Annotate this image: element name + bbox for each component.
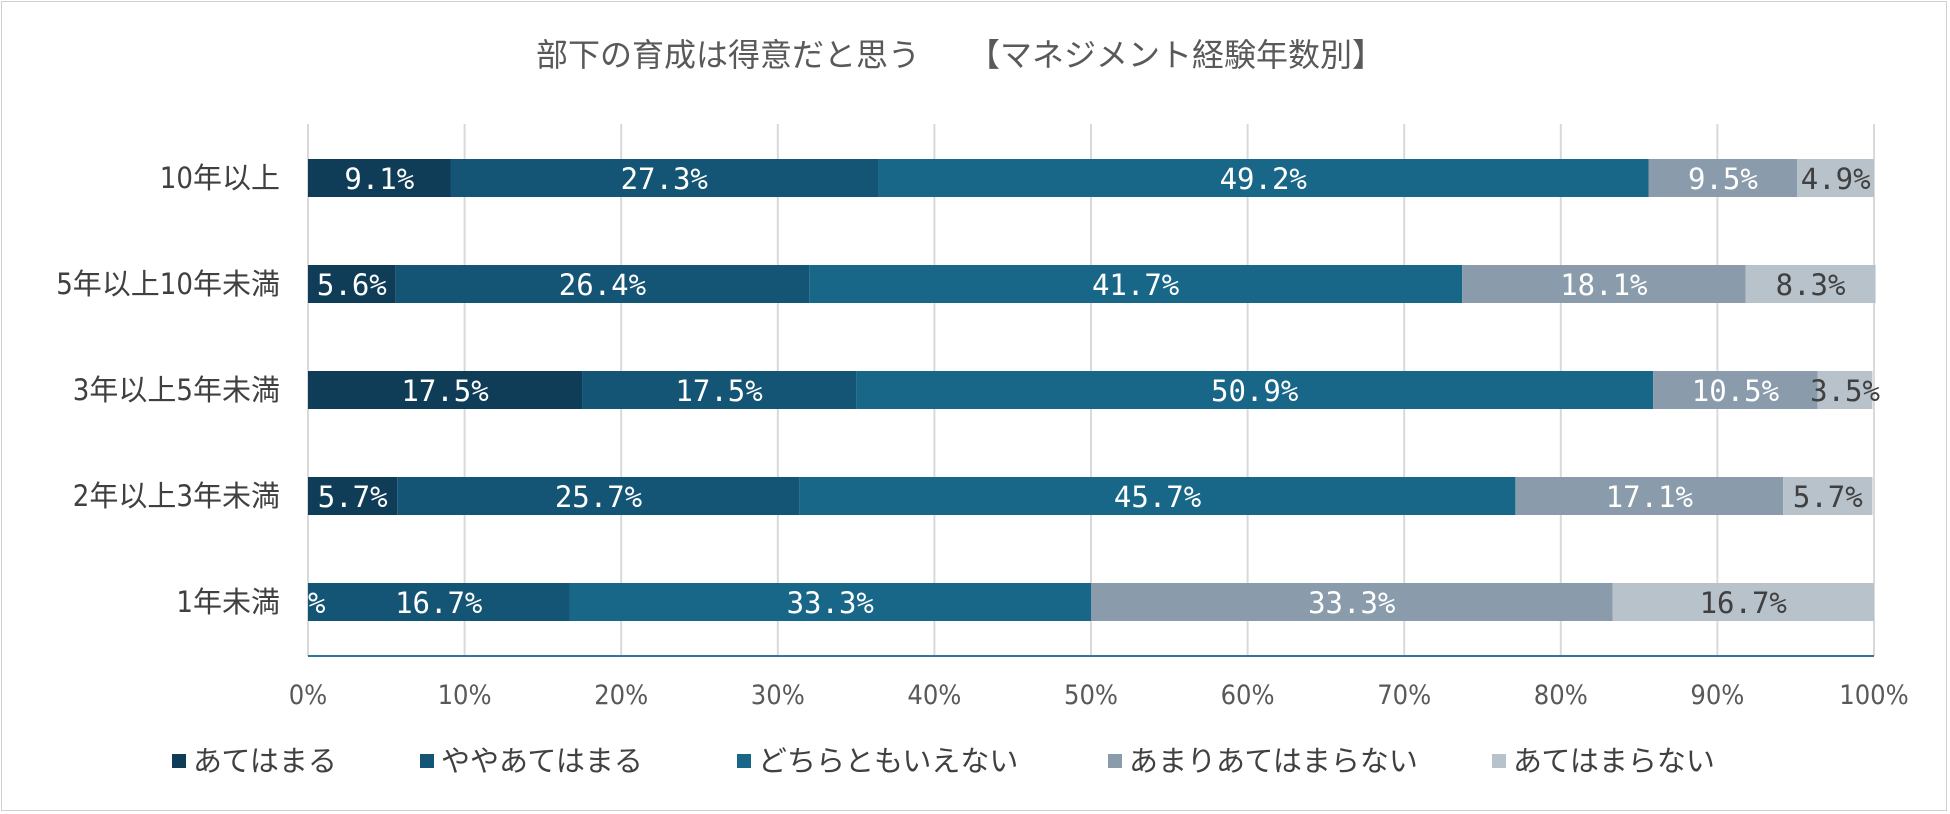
chart-title: 部下の育成は得意だと思う 【マネジメント経験年数別】 [536,36,1384,74]
data-label: 41.7% [1092,268,1179,302]
data-label: 49.2% [1220,162,1307,196]
bar-segment [308,265,396,303]
legend-label: あまりあてはまらない [1129,744,1418,778]
bar-segment [1783,477,1873,515]
bar-segment [308,159,451,197]
legend-swatch [1492,754,1506,768]
data-label: 18.1% [1560,268,1647,302]
bar-segment [582,371,857,409]
data-label: 16.7% [1700,586,1787,620]
data-label: 8.3% [1776,268,1846,302]
bar-segment [1612,583,1874,621]
bar-segment [395,265,810,303]
bar-segment [308,371,583,409]
data-label: 25.7% [555,480,642,514]
x-tick-label: 40% [907,680,961,711]
x-tick-label: 70% [1377,680,1431,711]
data-label: 50.9% [1211,374,1298,408]
x-tick-label: 60% [1221,680,1275,711]
legend-label: ややあてはまる [441,744,643,778]
y-category-label: 10年以上 [160,161,280,195]
data-label: 5.6% [317,268,387,302]
data-label: 45.7% [1114,480,1201,514]
bars [308,159,1876,621]
data-label: 17.5% [401,374,488,408]
data-label: 3.5% [1810,374,1880,408]
x-tick-label: 20% [594,680,648,711]
data-label: 17.5% [675,374,762,408]
bar-segment [1817,371,1873,409]
x-tick-label: 30% [751,680,805,711]
legend-label: あてはまる [193,744,337,778]
legend-label: どちらともいえない [758,744,1018,778]
legend-swatch [1108,754,1122,768]
bar-segment [308,583,570,621]
data-label: 17.1% [1606,480,1693,514]
bar-segment [1462,265,1746,303]
y-category-label: 1年未満 [176,585,280,619]
legend-swatch [172,754,186,768]
x-tick-label: 50% [1064,680,1118,711]
data-label: 4.9% [1801,162,1871,196]
bar-segment [397,477,800,515]
y-axis-labels: 10年以上 5年以上10年未満 3年以上5年未満 2年以上3年未満 1年未満 [56,161,280,619]
bar-segment [308,477,398,515]
bar-segment [799,477,1516,515]
bar-segment [1515,477,1784,515]
bar-segment [1648,159,1798,197]
data-label: 9.5% [1688,162,1758,196]
bar-segment [856,371,1654,409]
bar-segment [569,583,1091,621]
y-category-label: 2年以上3年未満 [73,479,280,513]
data-label: 16.7% [395,586,482,620]
legend-label: あてはまらない [1513,744,1715,778]
data-label: 5.7% [318,480,388,514]
data-label: 9.1% [344,162,414,196]
bar-segment [1091,583,1613,621]
bar-segment [878,159,1649,197]
data-label: 0% [291,586,326,620]
bar-segment [809,265,1463,303]
bar-segment [1653,371,1818,409]
bar-segment [450,159,879,197]
data-label: 33.3% [787,586,874,620]
bar-segment [1797,159,1874,197]
y-category-label: 5年以上10年未満 [56,267,280,301]
x-tick-label: 0% [289,680,328,711]
x-tick-label: 100% [1839,680,1908,711]
y-category-label: 3年以上5年未満 [73,373,280,407]
x-tick-label: 90% [1690,680,1744,711]
data-label: 26.4% [559,268,646,302]
legend: あてはまる ややあてはまる どちらともいえない あまりあてはまらない あてはまらない [172,744,1715,778]
data-label: 5.7% [1793,480,1863,514]
data-labels: 9.1% 27.3% 49.2% 9.5% 4.9% 5.6% 26.4% 41.7% 18.1… [291,162,1880,620]
x-axis-ticks: 0% 10% 20% 30% 40% 50% 60% 70% 80% 90% 100% [289,680,1909,711]
data-label: 27.3% [621,162,708,196]
data-label: 33.3% [1308,586,1395,620]
legend-swatch [420,754,434,768]
data-label: 10.5% [1692,374,1779,408]
x-tick-label: 10% [438,680,492,711]
x-tick-label: 80% [1534,680,1588,711]
bar-segment [1745,265,1876,303]
legend-swatch [737,754,751,768]
